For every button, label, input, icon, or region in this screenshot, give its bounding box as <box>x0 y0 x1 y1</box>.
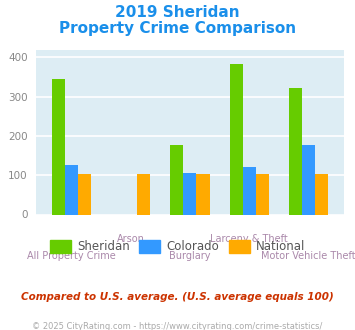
Bar <box>65 165 78 215</box>
Text: Property Crime Comparison: Property Crime Comparison <box>59 21 296 36</box>
Bar <box>243 167 256 214</box>
Text: 2019 Sheridan: 2019 Sheridan <box>115 5 240 20</box>
Text: © 2025 CityRating.com - https://www.cityrating.com/crime-statistics/: © 2025 CityRating.com - https://www.city… <box>32 322 323 330</box>
Bar <box>137 174 150 214</box>
Bar <box>170 145 184 214</box>
Bar <box>51 79 65 214</box>
Bar <box>184 173 196 214</box>
Bar <box>78 174 91 214</box>
Bar <box>256 174 269 214</box>
Text: Arson: Arson <box>116 234 144 244</box>
Bar <box>302 145 315 214</box>
Bar <box>230 64 243 214</box>
Text: Burglary: Burglary <box>169 251 211 261</box>
Text: Motor Vehicle Theft: Motor Vehicle Theft <box>261 251 355 261</box>
Legend: Sheridan, Colorado, National: Sheridan, Colorado, National <box>45 235 310 258</box>
Text: Larceny & Theft: Larceny & Theft <box>211 234 288 244</box>
Text: All Property Crime: All Property Crime <box>27 251 115 261</box>
Text: Compared to U.S. average. (U.S. average equals 100): Compared to U.S. average. (U.S. average … <box>21 292 334 302</box>
Bar <box>196 174 209 214</box>
Bar <box>289 88 302 214</box>
Bar <box>315 174 328 214</box>
